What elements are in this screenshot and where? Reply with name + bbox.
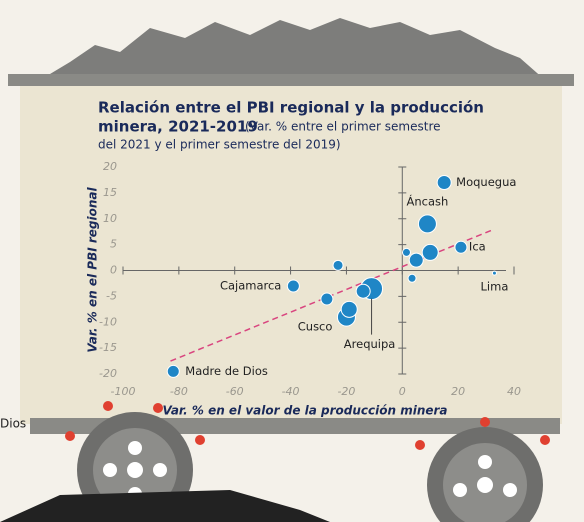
y-tick-label: 5 [110,238,117,251]
point-label: Cajamarca [220,279,281,293]
x-tick-label: 0 [399,385,406,398]
y-tick-label: -15 [99,341,117,354]
point-label: Ica [469,240,486,254]
y-axis-title: Var. % en el PBI regional [86,187,100,353]
bubble [287,280,299,292]
point-label: Moquegua [456,175,516,189]
y-tick-label: 15 [103,186,117,199]
bubble [333,260,343,270]
point-label: Cusco [298,320,333,334]
bubble [167,365,179,377]
y-tick-label: -20 [99,367,117,380]
x-tick-label: -80 [170,385,188,398]
point-label: Arequipa [344,337,396,351]
x-tick-label: 20 [451,385,465,398]
chart: Dios Relación entre el PBI regional y la… [0,0,584,522]
x-tick-label: -60 [226,385,244,398]
y-tick-label: 0 [110,264,117,277]
point-label: Lima [481,280,509,294]
bubble [455,241,467,253]
page: {"chart_data": {"type": "scatter", "titl… [0,0,584,522]
x-tick-label: -100 [111,385,136,398]
x-axis-title: Var. % en el valor de la producción mine… [162,404,447,418]
x-tick-label: -20 [337,385,355,398]
bubble [341,301,357,317]
bubble [356,284,370,298]
chart-title: minera, 2021-2019 [98,118,258,136]
bubble [492,271,496,275]
y-tick-label: 20 [103,160,117,173]
bubble [402,248,410,256]
bubble [408,274,416,282]
bubble [321,293,333,305]
chart-subtitle: del 2021 y el primer semestre del 2019) [98,138,341,152]
x-tick-label: -40 [282,385,300,398]
ore-pile [40,18,545,80]
cart-rim [8,74,574,86]
point-label: Áncash [407,193,449,208]
bubble [437,176,451,190]
bubble [422,244,438,260]
x-tick-label: 40 [507,385,521,398]
side-text: Dios [0,417,26,431]
y-tick-label: -10 [99,315,117,328]
point-label: Madre de Dios [185,364,268,378]
rock [0,490,330,522]
chart-subtitle: (Var. % entre el primer semestre [245,120,441,134]
bubble [409,253,423,267]
chart-title: Relación entre el PBI regional y la prod… [98,99,484,117]
bubble [418,215,436,233]
y-tick-label: -5 [106,289,117,302]
y-tick-label: 10 [103,212,117,225]
